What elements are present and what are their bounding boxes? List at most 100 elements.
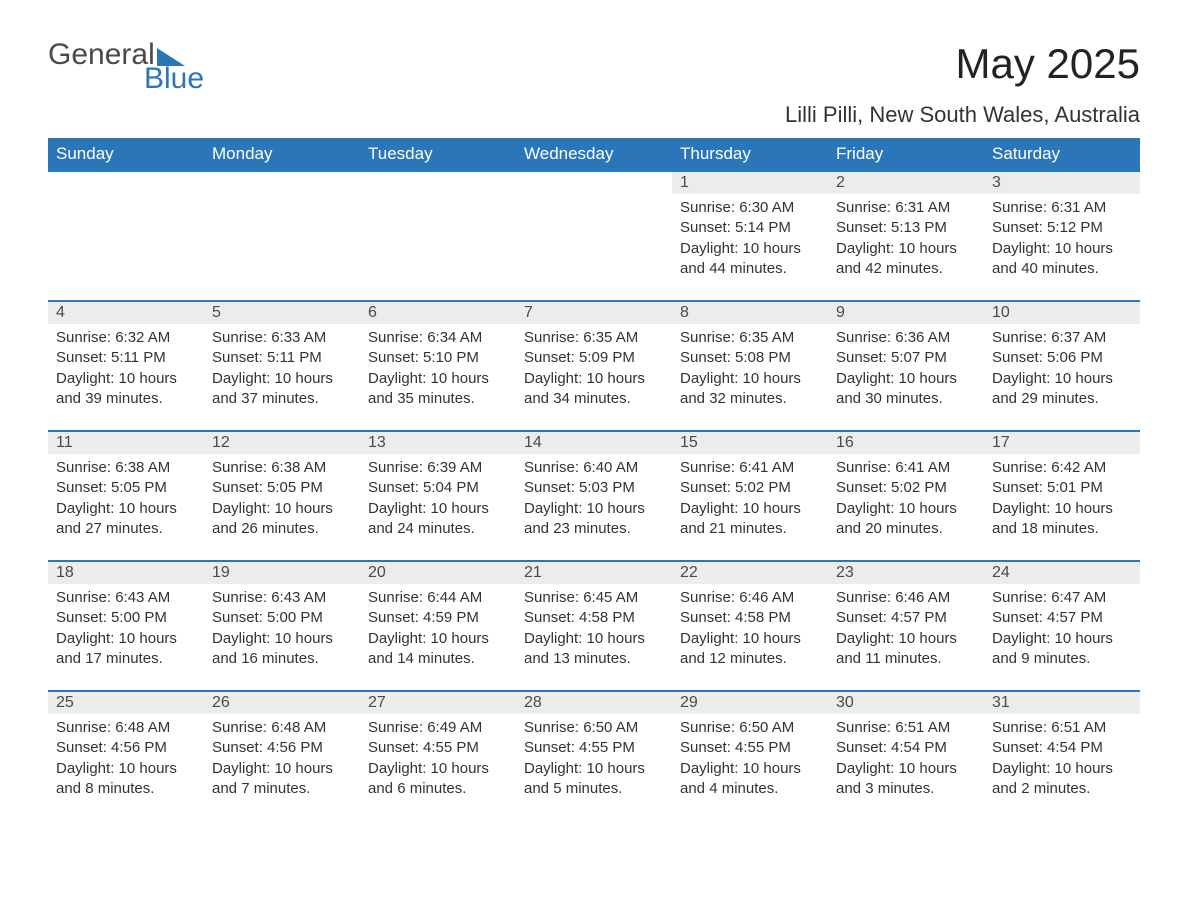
sunset-label: Sunset:: [992, 739, 1043, 756]
sunset-label: Sunset:: [836, 609, 887, 626]
day-body: Sunrise: 6:50 AMSunset: 4:55 PMDaylight:…: [672, 714, 828, 807]
daylight-line: Daylight: 10 hours and 2 minutes.: [992, 759, 1132, 800]
sunset-value: 5:10 PM: [423, 349, 479, 366]
daylight-label: Daylight:: [992, 240, 1050, 257]
day-number: 26: [204, 692, 360, 714]
sunset-value: 5:08 PM: [735, 349, 791, 366]
dow-cell: Thursday: [672, 138, 828, 170]
daylight-line: Daylight: 10 hours and 21 minutes.: [680, 499, 820, 540]
sunset-value: 4:59 PM: [423, 609, 479, 626]
day-of-week-header: SundayMondayTuesdayWednesdayThursdayFrid…: [48, 138, 1140, 170]
sunset-value: 5:11 PM: [111, 349, 166, 366]
daylight-line: Daylight: 10 hours and 8 minutes.: [56, 759, 196, 800]
sunrise-label: Sunrise:: [524, 719, 579, 736]
day-number: 17: [984, 432, 1140, 454]
daylight-line: Daylight: 10 hours and 35 minutes.: [368, 369, 508, 410]
daylight-label: Daylight:: [56, 760, 114, 777]
dow-cell: Monday: [204, 138, 360, 170]
week-row: 18Sunrise: 6:43 AMSunset: 5:00 PMDayligh…: [48, 560, 1140, 690]
daylight-line: Daylight: 10 hours and 27 minutes.: [56, 499, 196, 540]
day-body: Sunrise: 6:46 AMSunset: 4:57 PMDaylight:…: [828, 584, 984, 677]
sunset-value: 5:04 PM: [423, 479, 479, 496]
sunrise-label: Sunrise:: [212, 459, 267, 476]
sunset-line: Sunset: 5:00 PM: [212, 608, 352, 628]
day-cell: 21Sunrise: 6:45 AMSunset: 4:58 PMDayligh…: [516, 562, 672, 690]
day-number: 29: [672, 692, 828, 714]
logo-word-general: General: [48, 40, 155, 70]
sunset-value: 4:55 PM: [735, 739, 791, 756]
sunset-line: Sunset: 4:55 PM: [368, 738, 508, 758]
day-number: 22: [672, 562, 828, 584]
sunrise-value: 6:37 AM: [1051, 329, 1106, 346]
day-number: 16: [828, 432, 984, 454]
daylight-label: Daylight:: [212, 370, 270, 387]
daylight-label: Daylight:: [680, 760, 738, 777]
sunrise-line: Sunrise: 6:33 AM: [212, 328, 352, 348]
sunset-label: Sunset:: [56, 609, 107, 626]
sunrise-line: Sunrise: 6:30 AM: [680, 198, 820, 218]
sunrise-value: 6:51 AM: [1051, 719, 1106, 736]
daylight-label: Daylight:: [680, 240, 738, 257]
daylight-label: Daylight:: [212, 500, 270, 517]
day-cell: 28Sunrise: 6:50 AMSunset: 4:55 PMDayligh…: [516, 692, 672, 820]
sunset-line: Sunset: 4:57 PM: [836, 608, 976, 628]
sunrise-label: Sunrise:: [680, 719, 735, 736]
title-block: May 2025 Lilli Pilli, New South Wales, A…: [785, 40, 1140, 128]
day-body: Sunrise: 6:38 AMSunset: 5:05 PMDaylight:…: [48, 454, 204, 547]
daylight-line: Daylight: 10 hours and 42 minutes.: [836, 239, 976, 280]
sunrise-label: Sunrise:: [836, 329, 891, 346]
day-cell: 18Sunrise: 6:43 AMSunset: 5:00 PMDayligh…: [48, 562, 204, 690]
sunset-line: Sunset: 5:13 PM: [836, 218, 976, 238]
day-body: Sunrise: 6:30 AMSunset: 5:14 PMDaylight:…: [672, 194, 828, 287]
sunrise-label: Sunrise:: [368, 329, 423, 346]
daylight-line: Daylight: 10 hours and 20 minutes.: [836, 499, 976, 540]
day-body: Sunrise: 6:41 AMSunset: 5:02 PMDaylight:…: [828, 454, 984, 547]
logo: General Blue: [48, 40, 204, 94]
sunset-value: 4:58 PM: [735, 609, 791, 626]
sunrise-label: Sunrise:: [836, 459, 891, 476]
sunrise-label: Sunrise:: [992, 589, 1047, 606]
sunset-line: Sunset: 5:12 PM: [992, 218, 1132, 238]
sunset-value: 5:07 PM: [891, 349, 947, 366]
day-cell: 17Sunrise: 6:42 AMSunset: 5:01 PMDayligh…: [984, 432, 1140, 560]
daylight-line: Daylight: 10 hours and 18 minutes.: [992, 499, 1132, 540]
day-body: Sunrise: 6:43 AMSunset: 5:00 PMDaylight:…: [204, 584, 360, 677]
day-cell: [204, 172, 360, 300]
daylight-line: Daylight: 10 hours and 39 minutes.: [56, 369, 196, 410]
sunrise-line: Sunrise: 6:48 AM: [212, 718, 352, 738]
sunrise-label: Sunrise:: [212, 329, 267, 346]
day-cell: 24Sunrise: 6:47 AMSunset: 4:57 PMDayligh…: [984, 562, 1140, 690]
sunset-label: Sunset:: [680, 739, 731, 756]
sunrise-value: 6:31 AM: [895, 199, 950, 216]
sunset-label: Sunset:: [212, 609, 263, 626]
sunset-value: 4:54 PM: [1047, 739, 1103, 756]
day-number: 27: [360, 692, 516, 714]
sunrise-line: Sunrise: 6:50 AM: [524, 718, 664, 738]
sunset-label: Sunset:: [212, 479, 263, 496]
sunrise-value: 6:45 AM: [583, 589, 638, 606]
sunrise-value: 6:36 AM: [895, 329, 950, 346]
daylight-label: Daylight:: [836, 370, 894, 387]
daylight-label: Daylight:: [368, 760, 426, 777]
sunrise-label: Sunrise:: [992, 459, 1047, 476]
sunset-label: Sunset:: [836, 479, 887, 496]
sunrise-value: 6:38 AM: [271, 459, 326, 476]
sunset-label: Sunset:: [836, 349, 887, 366]
sunset-value: 5:09 PM: [579, 349, 635, 366]
day-number: 20: [360, 562, 516, 584]
day-number: 25: [48, 692, 204, 714]
day-cell: 8Sunrise: 6:35 AMSunset: 5:08 PMDaylight…: [672, 302, 828, 430]
day-body: Sunrise: 6:35 AMSunset: 5:08 PMDaylight:…: [672, 324, 828, 417]
day-number: 2: [828, 172, 984, 194]
sunrise-line: Sunrise: 6:43 AM: [56, 588, 196, 608]
day-body: Sunrise: 6:34 AMSunset: 5:10 PMDaylight:…: [360, 324, 516, 417]
sunset-value: 5:02 PM: [891, 479, 947, 496]
sunset-value: 5:13 PM: [891, 219, 947, 236]
sunrise-value: 6:48 AM: [271, 719, 326, 736]
sunset-label: Sunset:: [524, 739, 575, 756]
sunrise-label: Sunrise:: [56, 329, 111, 346]
day-body: Sunrise: 6:31 AMSunset: 5:13 PMDaylight:…: [828, 194, 984, 287]
day-cell: 3Sunrise: 6:31 AMSunset: 5:12 PMDaylight…: [984, 172, 1140, 300]
day-body: Sunrise: 6:39 AMSunset: 5:04 PMDaylight:…: [360, 454, 516, 547]
sunset-value: 4:57 PM: [891, 609, 947, 626]
